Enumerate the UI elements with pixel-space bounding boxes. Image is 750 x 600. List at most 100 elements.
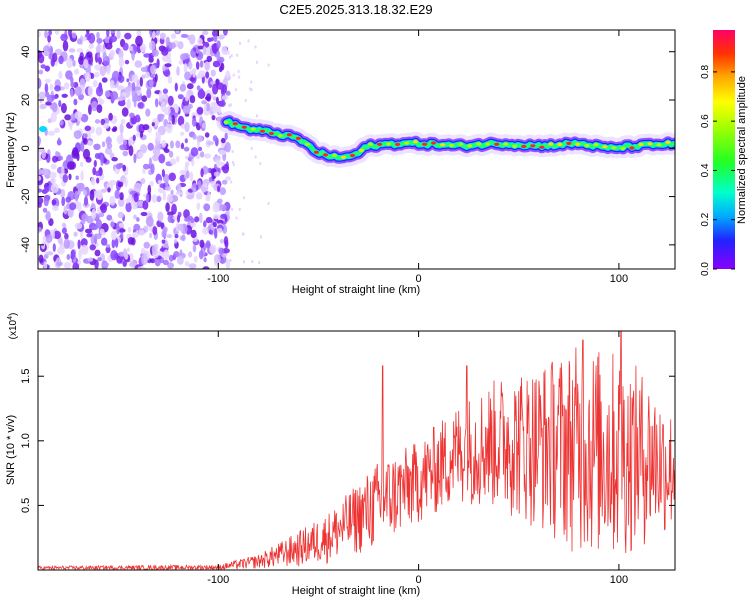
noise-cell: [214, 227, 218, 239]
noise-cell: [73, 98, 78, 106]
noise-cell: [188, 251, 193, 258]
noise-cell: [137, 151, 144, 159]
noise-cell: [44, 78, 51, 84]
noise-cell: [70, 249, 76, 260]
noise-cell: [212, 30, 219, 38]
ridge-peak: [665, 140, 671, 144]
noise-cell: [85, 156, 92, 163]
noise-cell: [128, 137, 133, 148]
noise-cell: [52, 205, 59, 212]
noise-cell: [166, 195, 174, 203]
noise-cell: [111, 238, 116, 249]
noise-cell: [255, 60, 258, 64]
noise-cell: [52, 52, 58, 63]
x-tick-label: 100: [610, 273, 628, 285]
noise-cell: [192, 244, 197, 253]
noise-cell: [41, 168, 49, 176]
noise-cell: [221, 45, 228, 56]
noise-cell: [140, 66, 148, 72]
snr-xlabel: Height of straight line (km): [292, 585, 420, 597]
noise-cell: [180, 33, 189, 38]
noise-cell: [57, 246, 65, 255]
noise-cell: [149, 258, 156, 264]
noise-cell: [127, 226, 132, 233]
noise-cell: [94, 119, 101, 124]
noise-cell: [133, 223, 141, 231]
noise-cell: [108, 112, 113, 121]
noise-cell: [170, 140, 174, 149]
noise-cell: [190, 147, 199, 157]
ridge-peak: [259, 129, 265, 133]
noise-cell: [213, 155, 221, 160]
noise-cell: [180, 131, 185, 136]
noise-cell: [63, 261, 72, 269]
noise-cell: [117, 74, 125, 83]
noise-cell: [193, 255, 198, 263]
noise-cell: [38, 196, 44, 205]
noise-cell: [177, 115, 185, 126]
noise-cell: [104, 90, 111, 98]
ridge-peak: [638, 142, 644, 146]
noise-cell: [220, 88, 225, 95]
noise-cell: [56, 261, 63, 267]
snr-frame: [37, 330, 676, 571]
noise-cell: [110, 250, 118, 261]
noise-cell: [120, 119, 126, 124]
noise-cell: [60, 188, 66, 199]
noise-cell: [80, 238, 88, 248]
noise-cell: [114, 189, 120, 199]
noise-cell: [183, 146, 190, 152]
noise-cell: [198, 250, 204, 260]
noise-cell: [188, 263, 197, 269]
noise-cell: [139, 76, 143, 87]
noise-cell: [154, 73, 158, 83]
noise-cell: [190, 229, 197, 239]
noise-cell: [184, 93, 189, 102]
noise-cell: [197, 146, 203, 152]
noise-cell: [238, 208, 241, 211]
noise-cell: [189, 171, 194, 182]
noise-cell: [230, 180, 233, 184]
noise-cell: [167, 214, 174, 223]
noise-cell: [179, 83, 187, 92]
noise-cell: [192, 47, 197, 52]
noise-cell: [160, 101, 166, 113]
noise-cell: [95, 219, 102, 229]
noise-cell: [58, 155, 63, 161]
noise-cell: [254, 155, 257, 159]
noise-cell: [119, 123, 124, 134]
noise-cell: [228, 104, 231, 107]
noise-cell: [219, 187, 226, 196]
noise-cell: [118, 223, 125, 228]
noise-cell: [168, 172, 176, 182]
noise-cell: [123, 139, 127, 146]
noise-cell: [152, 226, 158, 236]
ridge-peak: [440, 143, 446, 147]
noise-cell: [80, 113, 89, 123]
noise-cell: [95, 170, 101, 177]
noise-cell: [61, 227, 67, 234]
noise-cell: [244, 98, 247, 102]
noise-cell: [106, 142, 113, 149]
snr-series-line: [38, 331, 675, 570]
noise-cell: [84, 125, 92, 132]
noise-cell: [147, 184, 152, 195]
noise-cell: [128, 145, 134, 157]
noise-cell: [78, 248, 83, 260]
noise-cell: [111, 157, 118, 162]
noise-cell: [63, 238, 70, 249]
noise-cell: [201, 122, 206, 129]
noise-cell: [229, 258, 232, 262]
noise-cell: [202, 266, 210, 269]
noise-cell: [259, 162, 262, 166]
noise-cell: [118, 196, 125, 208]
noise-cell: [235, 88, 238, 92]
noise-cell: [54, 48, 63, 56]
noise-cell: [75, 182, 84, 190]
noise-cell: [47, 34, 51, 43]
noise-cell: [133, 96, 137, 108]
noise-cell: [58, 70, 63, 80]
ridge-peak: [241, 125, 247, 129]
ridge-peak: [449, 143, 455, 148]
